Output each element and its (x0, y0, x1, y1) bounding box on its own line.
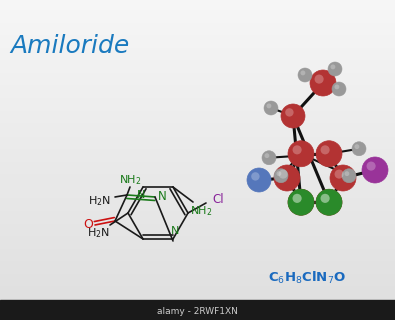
Text: Cl: Cl (212, 193, 224, 205)
Text: O: O (83, 219, 93, 231)
Circle shape (274, 165, 300, 191)
Circle shape (276, 171, 281, 176)
Circle shape (310, 70, 336, 96)
Circle shape (301, 70, 305, 75)
Text: NH$_2$: NH$_2$ (119, 173, 141, 187)
Circle shape (316, 189, 342, 215)
Circle shape (354, 144, 359, 149)
Circle shape (367, 162, 376, 171)
Circle shape (288, 141, 314, 167)
Text: C$_6$H$_8$ClN$_7$O: C$_6$H$_8$ClN$_7$O (268, 270, 346, 286)
Circle shape (285, 108, 293, 116)
Circle shape (321, 145, 330, 155)
Circle shape (267, 103, 271, 108)
Circle shape (330, 165, 356, 191)
Circle shape (332, 82, 346, 96)
Circle shape (314, 75, 324, 84)
Circle shape (321, 194, 330, 203)
Circle shape (316, 141, 342, 167)
Text: H$_2$N: H$_2$N (87, 226, 109, 240)
Circle shape (293, 194, 302, 203)
Circle shape (352, 142, 366, 156)
Circle shape (344, 171, 349, 176)
Circle shape (316, 189, 342, 215)
Text: alamy - 2RWF1XN: alamy - 2RWF1XN (156, 307, 237, 316)
Circle shape (335, 170, 344, 179)
Circle shape (342, 169, 356, 183)
Circle shape (251, 172, 260, 180)
Text: H$_2$N: H$_2$N (88, 194, 111, 208)
Circle shape (264, 153, 269, 158)
Circle shape (278, 170, 288, 179)
Circle shape (362, 157, 388, 183)
Circle shape (328, 62, 342, 76)
Circle shape (293, 145, 302, 155)
Text: N: N (137, 190, 145, 200)
Text: N: N (158, 190, 166, 204)
Circle shape (298, 68, 312, 82)
Text: N: N (171, 226, 179, 236)
Text: NH$_2$: NH$_2$ (190, 204, 212, 218)
Circle shape (262, 151, 276, 165)
Circle shape (264, 101, 278, 115)
Circle shape (293, 194, 302, 203)
Circle shape (247, 168, 271, 192)
Circle shape (321, 194, 330, 203)
Circle shape (274, 169, 288, 183)
Circle shape (331, 64, 335, 69)
Circle shape (288, 189, 314, 215)
Bar (0, 300, 395, 320)
Circle shape (281, 104, 305, 128)
Text: Amiloride: Amiloride (10, 34, 129, 58)
Circle shape (335, 84, 339, 89)
Circle shape (288, 189, 314, 215)
